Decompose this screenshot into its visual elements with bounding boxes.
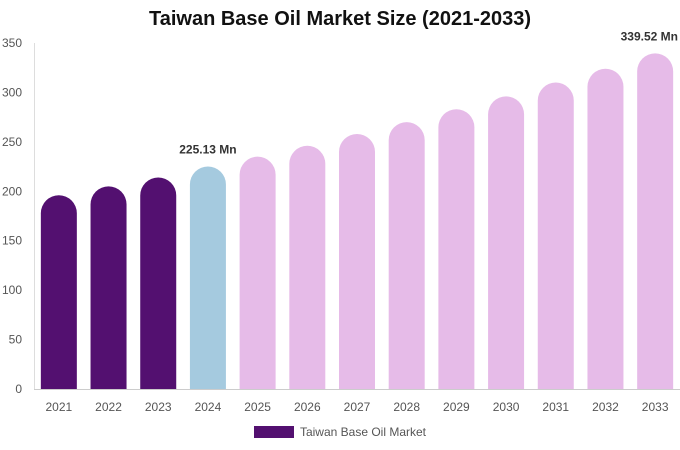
- bar-2028: [388, 122, 425, 390]
- x-tick-label: 2026: [294, 400, 321, 414]
- data-label-2033: 339.52 Mn: [621, 29, 678, 43]
- chart-bars: [40, 53, 674, 390]
- x-tick-label: 2024: [195, 400, 222, 414]
- bar-2031: [537, 82, 574, 390]
- y-tick-label: 300: [2, 85, 22, 99]
- y-tick-label: 50: [9, 333, 23, 347]
- bar-2033: [637, 53, 674, 389]
- legend-swatch: [253, 426, 294, 438]
- chart-title: Taiwan Base Oil Market Size (2021-2033): [148, 8, 532, 30]
- bar-2022: [90, 186, 127, 389]
- y-tick-label: 250: [2, 135, 22, 149]
- legend-label: Taiwan Base Oil Market: [299, 425, 427, 439]
- bar-2030: [488, 96, 525, 389]
- x-tick-label: 2031: [542, 400, 569, 414]
- y-tick-label: 350: [2, 36, 22, 50]
- bar-2026: [289, 145, 326, 389]
- x-tick-label: 2032: [592, 400, 619, 414]
- y-tick-label: 100: [2, 283, 22, 297]
- bar-2029: [438, 109, 475, 390]
- bar-2021: [40, 195, 77, 389]
- bar-2032: [587, 68, 624, 390]
- legend: Taiwan Base Oil Market: [0, 425, 680, 439]
- x-tick-label: 2033: [642, 400, 669, 414]
- x-tick-label: 2029: [443, 400, 470, 414]
- y-tick-label: 200: [2, 184, 22, 198]
- chart-axes: 0 50 100 150 200 250 300 350: [2, 36, 680, 396]
- data-label-2024: 225.13 Mn: [179, 142, 236, 156]
- x-tick-label: 2021: [45, 400, 72, 414]
- x-tick-label: 2022: [95, 400, 122, 414]
- x-tick-label: 2028: [393, 400, 420, 414]
- bar-2027: [339, 133, 375, 389]
- bar-2023: [140, 177, 177, 389]
- x-tick-label: 2023: [145, 400, 172, 414]
- x-tick-label: 2027: [344, 400, 371, 414]
- bar-2024: [189, 166, 226, 389]
- bar-2025: [239, 156, 276, 389]
- x-tick-label: 2030: [493, 400, 520, 414]
- x-tick-label: 2025: [244, 400, 271, 414]
- y-tick-label: 0: [15, 382, 22, 396]
- y-tick-label: 150: [2, 234, 22, 248]
- chart-labels: 2021 2022 2023 2024 2025 2026 2027 2028 2029 2030…: [45, 29, 678, 414]
